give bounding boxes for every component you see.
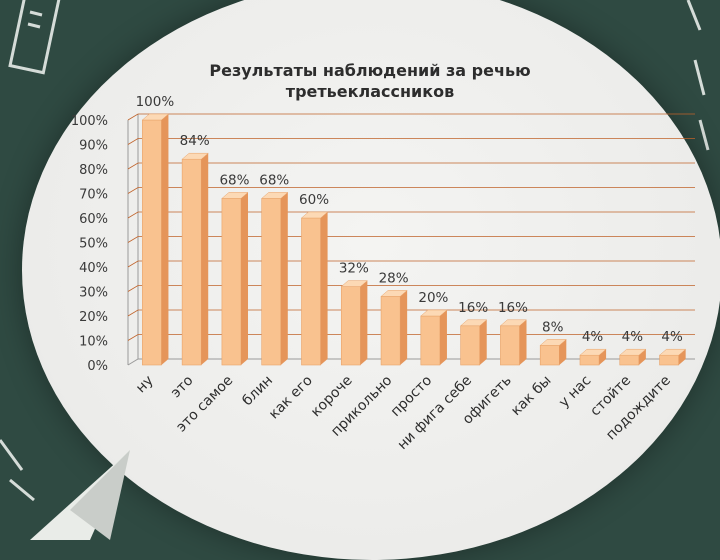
bar: [340, 286, 361, 366]
bar: [142, 119, 162, 366]
gridline: [127, 162, 695, 170]
gridline: [127, 309, 695, 317]
bar-top: [261, 192, 289, 199]
bar: [261, 198, 282, 366]
bar-top: [340, 280, 369, 287]
bar-side: [479, 319, 487, 365]
gridline: [127, 138, 695, 145]
bar: [500, 325, 520, 366]
y-tick-label: 50%: [79, 237, 108, 252]
bar: [539, 345, 560, 366]
bar-top: [459, 319, 488, 327]
y-tick-label: 0%: [87, 359, 108, 374]
data-label: 32%: [339, 261, 369, 277]
y-tick-label: 60%: [79, 212, 108, 227]
bar-top: [221, 192, 249, 199]
data-label: 16%: [458, 300, 488, 316]
bar-top: [141, 113, 170, 121]
data-label: 28%: [379, 270, 409, 286]
bar-chart: 0% 10% 20% 30% 40% 50% 60% 70% 80% 90% 100% 100% ну 8…: [71, 94, 695, 453]
bar-top: [579, 348, 607, 356]
bar-side: [161, 114, 169, 365]
bar: [380, 296, 401, 366]
data-label: 68%: [259, 172, 289, 188]
gridline: [127, 187, 695, 194]
bar-side: [599, 349, 607, 365]
data-label: 8%: [542, 319, 564, 335]
y-tick-label: 20%: [79, 310, 108, 325]
bar-side: [241, 192, 249, 365]
bar-side: [678, 349, 686, 365]
bar-side: [439, 310, 447, 365]
gridline: [127, 211, 695, 219]
gridline: [127, 334, 695, 341]
bar: [221, 198, 242, 366]
gridline: [127, 285, 695, 292]
x-tick-label: блин: [239, 373, 276, 410]
gridline: [127, 236, 695, 243]
bar-top: [499, 319, 528, 327]
x-tick-label: у нас: [556, 373, 594, 411]
bar-side: [519, 319, 527, 365]
x-tick-label: это: [168, 373, 197, 402]
bar-top: [380, 290, 408, 297]
x-tick-label: ну: [133, 373, 157, 397]
bar-side: [320, 212, 328, 365]
data-label: 20%: [418, 290, 448, 306]
gridline: [127, 260, 695, 268]
bar-top: [539, 339, 567, 346]
data-label: 84%: [180, 133, 210, 149]
gridline: [127, 113, 695, 121]
bar-top: [619, 348, 647, 356]
x-tick-label: как бы: [508, 373, 554, 419]
bar: [301, 217, 321, 366]
bar-top: [300, 211, 329, 219]
bar-top: [181, 152, 209, 160]
bar-top: [420, 309, 448, 317]
data-label: 4%: [661, 329, 683, 345]
y-tick-label: 10%: [79, 335, 108, 350]
bar-top: [658, 348, 687, 356]
y-tick-label: 40%: [79, 261, 108, 276]
bar: [460, 325, 481, 366]
bar-side: [559, 339, 567, 365]
data-label: 4%: [582, 329, 604, 345]
bar-side: [360, 280, 368, 365]
bar-side: [638, 349, 646, 365]
bar-side: [280, 192, 288, 365]
chart-title: Результаты наблюдений за речью третьекла…: [209, 61, 531, 101]
bar: [420, 315, 441, 366]
bar-side: [400, 290, 408, 365]
bar: [579, 354, 600, 366]
bar: [659, 354, 679, 366]
data-label: 100%: [136, 94, 175, 110]
x-tick-label: как его: [266, 373, 316, 423]
data-label: 16%: [498, 300, 528, 316]
bar: [619, 354, 640, 366]
y-tick-label: 70%: [79, 188, 108, 203]
bar-side: [201, 153, 209, 365]
y-tick-label: 90%: [79, 139, 108, 154]
data-label: 60%: [299, 192, 329, 208]
y-tick-label: 30%: [79, 286, 108, 301]
data-label: 68%: [219, 172, 249, 188]
paper-plane-icon: [30, 450, 130, 540]
y-tick-label: 100%: [71, 114, 108, 129]
data-label: 4%: [622, 329, 644, 345]
y-tick-label: 80%: [79, 163, 108, 178]
chart-floor: [127, 358, 695, 366]
bar: [181, 158, 202, 366]
